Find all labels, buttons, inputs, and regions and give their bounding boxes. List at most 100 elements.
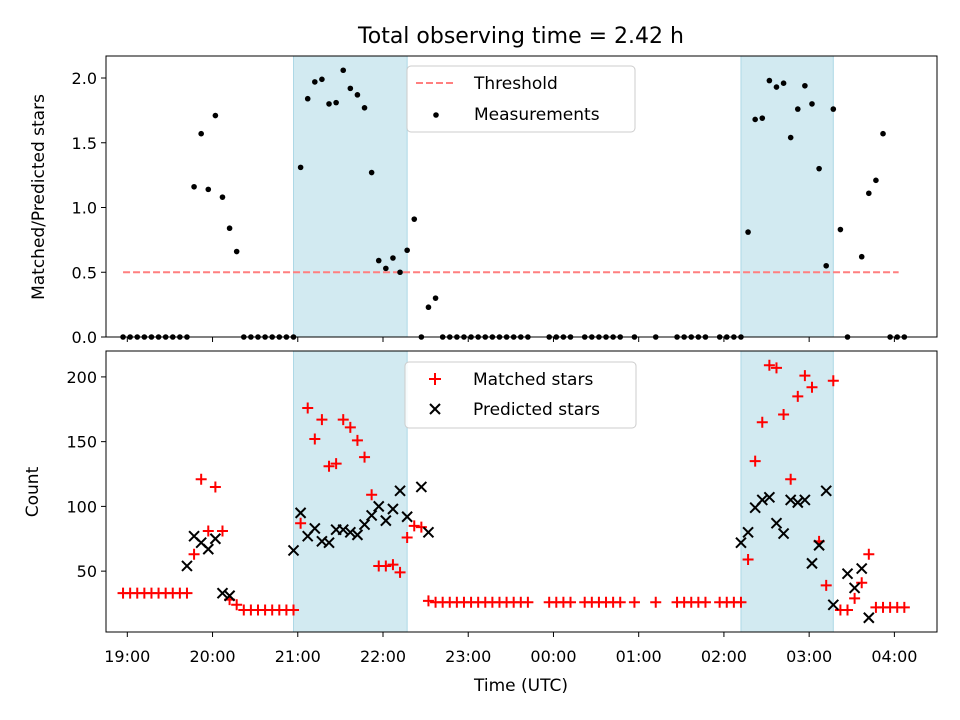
- measurement-point: [745, 229, 751, 235]
- matched-star-point: [330, 458, 342, 470]
- measurement-point: [347, 85, 354, 92]
- legend-predicted-swatch: [429, 403, 441, 415]
- measurement-point: [802, 82, 808, 89]
- predicted-star-point: [770, 517, 783, 529]
- predicted-star-point: [863, 612, 875, 624]
- predicted-star-point: [799, 494, 811, 506]
- bottom-y-axis-label: Count: [23, 466, 43, 517]
- measurement-point: [873, 177, 879, 184]
- matched-star-point: [216, 525, 228, 537]
- measurement-point: [198, 130, 204, 137]
- matched-star-point: [387, 559, 399, 571]
- measurement-point: [866, 190, 872, 197]
- x-tick-label: 19:00: [104, 647, 150, 666]
- measurement-point: [425, 304, 432, 311]
- top-panel: 0.00.51.01.52.0 Matched/Predicted stars …: [29, 55, 938, 347]
- predicted-star-point: [742, 526, 754, 538]
- measurement-point: [432, 295, 439, 301]
- matched-star-point: [522, 596, 534, 608]
- matched-star-point: [337, 414, 349, 426]
- predicted-star-point: [287, 544, 300, 557]
- matched-star-point: [366, 489, 378, 501]
- predicted-star-point: [337, 523, 349, 536]
- legend-measurements-label: Measurements: [474, 105, 600, 125]
- matched-star-point: [309, 433, 321, 445]
- measurement-point: [880, 130, 886, 137]
- bottom-observing-interval: [740, 350, 834, 633]
- measurement-point: [312, 79, 318, 85]
- predicted-star-point: [202, 543, 214, 555]
- top-legend-box: [406, 65, 636, 133]
- matched-star-point: [408, 520, 420, 532]
- measurement-point: [319, 76, 325, 83]
- matched-star-point: [231, 599, 243, 611]
- measurement-point: [390, 255, 396, 261]
- x-tick-label: 02:00: [701, 647, 747, 666]
- matched-star-point: [742, 553, 754, 565]
- predicted-star-point: [848, 582, 861, 594]
- matched-star-point: [778, 408, 790, 420]
- measurement-point: [816, 165, 822, 172]
- matched-star-point: [344, 421, 356, 433]
- predicted-star-point: [777, 527, 790, 540]
- predicted-star-point: [394, 485, 406, 497]
- measurement-point: [326, 101, 332, 107]
- bottom-observing-interval: [293, 350, 408, 633]
- matched-star-point: [898, 601, 910, 613]
- measurement-point: [368, 169, 375, 176]
- top-legend: Threshold Measurements: [406, 65, 636, 133]
- matched-star-point: [806, 381, 818, 393]
- matched-star-point: [863, 548, 875, 560]
- legend-measurement-swatch: [433, 112, 439, 118]
- measurement-point: [837, 226, 844, 233]
- predicted-star-point: [820, 485, 832, 497]
- matched-star-point: [770, 362, 782, 374]
- bottom-panel-frame: [105, 350, 938, 633]
- legend-matched-swatch: [429, 373, 441, 385]
- x-tick-label: 21:00: [275, 647, 321, 666]
- matched-star-point: [756, 416, 768, 428]
- predicted-star-point: [856, 562, 868, 575]
- predicted-star-point: [756, 494, 768, 506]
- top-y-tick-label: 0.0: [72, 328, 97, 347]
- legend-threshold-label: Threshold: [473, 74, 558, 94]
- predicted-star-point: [401, 511, 413, 523]
- measurement-point: [780, 80, 787, 86]
- x-tick-label: 23:00: [445, 647, 491, 666]
- matched-star-point: [820, 579, 832, 591]
- predicted-star-point: [373, 500, 385, 513]
- top-y-tick-label: 0.5: [72, 263, 97, 282]
- measurement-point: [823, 262, 829, 269]
- measurement-point: [375, 257, 382, 264]
- bottom-y-tick-label: 200: [66, 368, 97, 387]
- measurement-point: [205, 186, 212, 193]
- figure-title: Total observing time = 2.42 h: [357, 24, 684, 49]
- matched-star-point: [202, 525, 214, 537]
- predicted-star-point: [784, 494, 797, 506]
- matched-star-point: [842, 604, 854, 616]
- predicted-star-point: [792, 496, 804, 509]
- matched-star-point: [380, 560, 392, 572]
- matched-star-point: [650, 596, 662, 608]
- measurement-point: [191, 183, 197, 190]
- x-tick-label: 22:00: [360, 647, 406, 666]
- predicted-star-point: [365, 509, 378, 522]
- matched-star-point: [188, 548, 200, 560]
- bottom-y-tick-label: 150: [66, 433, 97, 452]
- matched-star-point: [735, 596, 747, 608]
- matched-star-point: [799, 370, 811, 382]
- legend-predicted-label: Predicted stars: [473, 400, 600, 420]
- x-tick-label: 00:00: [530, 647, 576, 666]
- measurement-point: [226, 225, 233, 232]
- matched-star-point: [763, 359, 775, 371]
- predicted-star-point: [415, 481, 428, 493]
- matched-star-point: [316, 414, 328, 426]
- predicted-star-point: [351, 529, 364, 541]
- measurement-point: [830, 106, 837, 112]
- bottom-legend: Matched stars Predicted stars: [404, 361, 637, 429]
- predicted-star-point: [216, 587, 229, 599]
- measurement-point: [361, 104, 368, 111]
- measurement-point: [304, 95, 311, 102]
- matched-star-point: [359, 451, 371, 463]
- measurement-point: [397, 269, 403, 276]
